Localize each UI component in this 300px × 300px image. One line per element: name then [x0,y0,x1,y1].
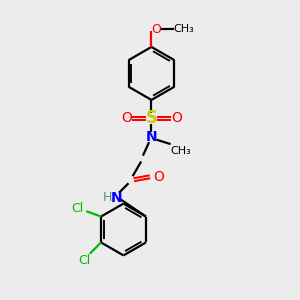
Text: Cl: Cl [79,254,91,267]
Text: S: S [146,109,158,127]
Text: Cl: Cl [71,202,83,215]
Text: N: N [110,191,122,205]
Text: O: O [153,170,164,184]
Text: O: O [121,111,132,125]
Text: O: O [151,23,161,36]
Text: N: N [146,130,157,144]
Text: CH₃: CH₃ [173,24,194,34]
Text: O: O [171,111,182,125]
Text: CH₃: CH₃ [170,146,191,156]
Text: H: H [103,191,112,205]
